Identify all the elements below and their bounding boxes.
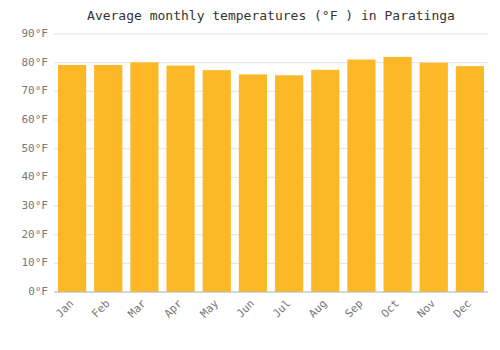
bar: [239, 74, 267, 292]
y-axis: 0°F 10°F 20°F 30°F 40°F 50°F 60°F 70°F 80°F 90°F: [22, 27, 49, 298]
grid-line: [54, 292, 488, 293]
y-tick-label: 70°F: [22, 84, 49, 97]
y-tick-label: 0°F: [28, 285, 48, 298]
bar: [130, 62, 158, 292]
x-tick-label: Nov: [415, 297, 439, 321]
bar: [203, 70, 231, 292]
bar: [94, 65, 122, 292]
y-tick-label: 30°F: [22, 199, 49, 212]
bar: [420, 63, 448, 292]
x-tick-label: Feb: [89, 297, 112, 320]
bar: [347, 60, 375, 292]
x-tick-label: Jul: [270, 297, 293, 320]
bar: [456, 66, 484, 292]
title: Average monthly temperatures (°F ) in Pa…: [87, 8, 455, 23]
bar: [311, 70, 339, 292]
bar: [166, 66, 194, 292]
y-tick-label: 40°F: [22, 170, 49, 183]
x-tick-label: Aug: [306, 297, 329, 320]
y-tick-label: 60°F: [22, 113, 49, 126]
x-axis-line: [54, 292, 488, 293]
x-tick-label: Sep: [342, 297, 365, 320]
y-tick-label: 20°F: [22, 228, 49, 241]
x-tick-label: Mar: [125, 297, 149, 321]
bar: [58, 65, 86, 292]
x-tick-label: Jan: [53, 297, 76, 320]
x-axis: Jan Feb Mar Apr May Jun Jul Aug Sep Oct Nov Dec: [53, 297, 474, 321]
y-tick-label: 50°F: [22, 142, 49, 155]
bar: [275, 75, 303, 292]
chart: Average monthly temperatures (°F ) in Pa…: [0, 0, 500, 350]
bars: [58, 57, 484, 292]
y-tick-label: 10°F: [22, 256, 49, 269]
x-tick-label: May: [198, 297, 222, 321]
bar: [383, 57, 411, 292]
grid-line: [54, 34, 488, 35]
y-tick-label: 80°F: [22, 56, 49, 69]
x-tick-label: Jun: [234, 297, 257, 320]
x-tick-label: Apr: [162, 297, 186, 321]
x-tick-label: Dec: [451, 297, 474, 320]
x-tick-label: Oct: [379, 297, 402, 320]
grid: [54, 34, 488, 292]
y-tick-label: 90°F: [22, 27, 49, 40]
